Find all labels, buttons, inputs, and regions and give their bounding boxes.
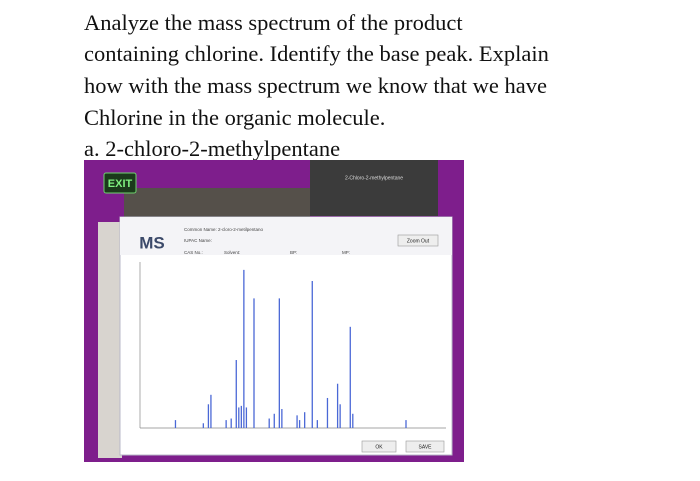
mp: MP:: [342, 250, 350, 255]
common-name: Common Name: 2-cloro-2-metilpentano: [184, 227, 264, 232]
zoom-button[interactable]: [397, 234, 439, 247]
ok-label: OK: [375, 444, 383, 450]
question-line: a. 2-chloro-2-methylpentane: [84, 136, 341, 161]
dialog-header: [120, 217, 452, 255]
exit-button[interactable]: [103, 172, 137, 194]
zoom-label: Zoom Out: [407, 238, 430, 244]
background-scene: [124, 188, 310, 222]
solvent: Solvent:: [224, 250, 240, 255]
ok-button[interactable]: [361, 440, 397, 453]
title-panel: [310, 160, 438, 216]
iupac-name: IUPAC Name:: [184, 238, 212, 243]
bp: BP:: [290, 250, 297, 255]
cas-no: CAS No.:: [184, 250, 203, 255]
exit-label: EXIT: [108, 178, 133, 190]
dialog: [119, 216, 453, 456]
side-panel: [98, 222, 122, 458]
question-line: containing chlorine. Identify the base p…: [84, 41, 549, 66]
question-line: Chlorine in the organic molecule.: [84, 105, 386, 130]
save-label: SAVE: [419, 444, 433, 450]
question-line: Analyze the mass spectrum of the product: [84, 10, 463, 35]
window-title: 2-Chloro-2-methylpentane: [345, 175, 403, 181]
dialog-heading: MS: [139, 233, 165, 252]
screenshot: 2-Chloro-2-methylpentane EXIT MS Common …: [84, 160, 464, 462]
question-line: how with the mass spectrum we know that …: [84, 73, 548, 98]
save-button[interactable]: [405, 440, 445, 453]
